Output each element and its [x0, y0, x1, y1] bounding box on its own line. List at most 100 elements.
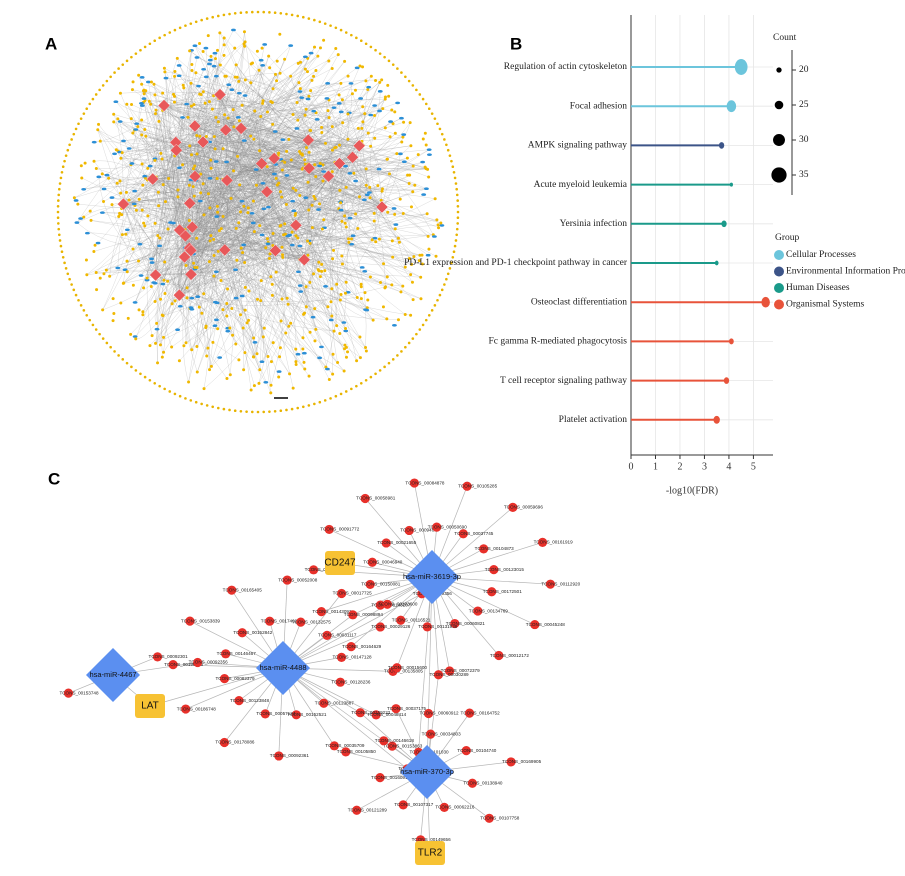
target-node: [537, 537, 548, 547]
edge: [123, 112, 317, 205]
edge: [194, 56, 306, 127]
node: [193, 164, 197, 168]
edge: [124, 163, 340, 270]
edge: [190, 212, 356, 251]
node: [360, 126, 364, 130]
node: [132, 189, 138, 193]
edge: [155, 109, 360, 146]
ring-node: [72, 288, 76, 292]
edge: [189, 67, 358, 249]
node: [278, 32, 282, 36]
node: [289, 74, 293, 78]
ring-node: [454, 182, 458, 185]
edge: [328, 176, 362, 287]
edge: [154, 151, 262, 164]
node: [297, 150, 301, 154]
ring-node: [184, 24, 187, 27]
edge: [238, 222, 305, 260]
edge: [126, 192, 296, 226]
edge: [155, 124, 273, 276]
edge: [179, 209, 342, 296]
node: [291, 112, 295, 116]
node: [118, 211, 122, 215]
node: [322, 218, 326, 222]
target-node: [168, 660, 178, 670]
ring-node: [79, 304, 83, 307]
edge: [225, 129, 420, 256]
edge: [189, 196, 282, 205]
edge: [192, 226, 305, 363]
edge: [270, 140, 309, 277]
edge: [351, 145, 362, 240]
edge: [241, 158, 275, 296]
edge: [194, 158, 426, 177]
node: [117, 120, 123, 123]
node: [206, 192, 210, 196]
node: [119, 191, 123, 195]
edge: [274, 158, 441, 224]
node: [246, 211, 250, 215]
target-label: TCONS_00057124: [256, 711, 296, 716]
ring-node: [359, 39, 363, 43]
edge: [308, 140, 414, 257]
node: [212, 51, 218, 55]
edge: [142, 235, 186, 312]
edge: [339, 163, 401, 200]
edge: [185, 235, 328, 307]
edge: [189, 247, 347, 283]
edge: [261, 163, 273, 281]
edge: [74, 94, 221, 198]
node: [249, 81, 253, 85]
node: [388, 172, 392, 176]
node: [185, 296, 189, 300]
ring-node: [436, 298, 439, 302]
node: [180, 116, 185, 119]
edge: [192, 226, 420, 256]
edge: [163, 100, 263, 106]
edge: [194, 61, 345, 177]
node: [262, 326, 266, 330]
node: [298, 87, 302, 91]
edge: [325, 163, 343, 287]
edge: [194, 80, 313, 177]
edge: [176, 150, 437, 257]
edge: [192, 65, 263, 228]
edge: [219, 32, 340, 164]
node: [177, 166, 182, 170]
node: [193, 265, 197, 269]
edge: [336, 163, 350, 285]
target-label: TCONS_00058981: [356, 496, 396, 501]
ring-node: [364, 42, 368, 46]
edge: [120, 127, 242, 159]
target-node: [371, 710, 381, 720]
edge: [225, 129, 346, 329]
edge: [178, 168, 310, 293]
node: [235, 75, 239, 79]
target-node: [379, 736, 389, 746]
target-label: TCONS_00103600: [378, 602, 418, 607]
target-label: TCONS_00105850: [337, 749, 377, 754]
node: [319, 345, 324, 349]
edge: [266, 191, 395, 215]
node: [271, 341, 275, 345]
node: [439, 221, 443, 225]
ring-node: [391, 358, 395, 361]
edge: [192, 53, 220, 228]
edge: [133, 203, 180, 296]
target-node: [237, 628, 247, 638]
edge: [155, 128, 298, 276]
edge: [96, 225, 296, 273]
lollipop-head: [713, 415, 720, 424]
node: [102, 272, 106, 276]
edge: [274, 158, 406, 315]
node: [239, 294, 245, 298]
hub-node: [302, 161, 316, 175]
node: [112, 120, 116, 124]
edge: [152, 178, 273, 285]
node: [364, 167, 368, 171]
edge: [274, 113, 365, 159]
node: [131, 202, 137, 206]
edge: [189, 234, 434, 249]
edge: [203, 141, 306, 165]
node: [316, 54, 320, 58]
